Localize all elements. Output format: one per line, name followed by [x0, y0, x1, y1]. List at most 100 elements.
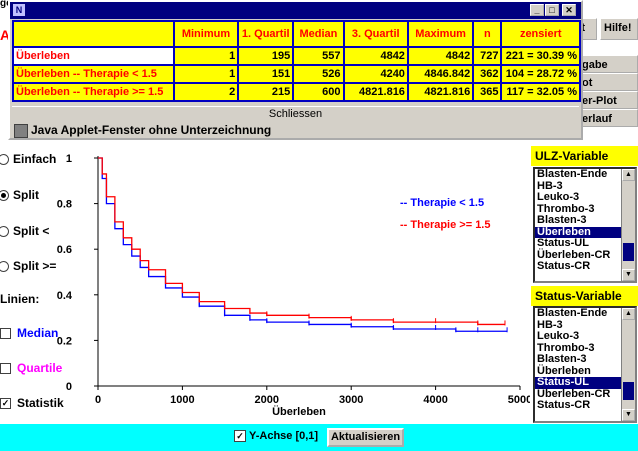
checkbox-icon[interactable]: ✓ — [234, 430, 246, 443]
ulz-variable-list[interactable]: Blasten-Ende HB-3 Leuko-3 Thrombo-3 Blasten-… — [533, 167, 637, 283]
header-minimum: Minimum — [172, 20, 240, 48]
list-item[interactable]: HB-3 — [537, 179, 563, 192]
list-item[interactable]: HB-3 — [537, 318, 563, 331]
applet-warning-bar: Java Applet-Fenster ohne Unterzeichnung — [12, 122, 579, 138]
x-tick-label: 2000 — [255, 394, 279, 406]
bottom-bar — [0, 424, 638, 451]
radio-circle-icon[interactable] — [0, 226, 9, 238]
update-button[interactable]: Aktualisieren — [327, 428, 404, 447]
y-tick-label: 0.4 — [57, 290, 73, 302]
list-item[interactable]: Überleben-CR — [537, 248, 611, 261]
list-item[interactable]: Leuko-3 — [537, 330, 580, 342]
table-cell: 1 — [172, 64, 240, 84]
scroll-down-icon[interactable]: ▼ — [622, 409, 635, 421]
table-cell: 195 — [237, 46, 295, 66]
radio-circle-icon[interactable] — [0, 190, 9, 202]
close-button[interactable]: Schliessen — [12, 106, 579, 122]
header-censored: zensiert — [500, 20, 581, 48]
table-cell: 4821.816 — [406, 82, 475, 102]
list-item[interactable]: Blasten-Ende — [537, 168, 608, 180]
scroll-up-icon[interactable]: ▲ — [622, 308, 635, 320]
list-item[interactable]: Status-UL — [535, 376, 635, 389]
list-item[interactable]: Blasten-3 — [537, 214, 587, 226]
radio-circle-icon[interactable] — [0, 261, 9, 273]
ulz-panel-title: ULZ-Variable — [531, 146, 638, 166]
list-item[interactable]: Überleben — [535, 226, 635, 238]
table-cell: 221 = 30.39 % — [500, 46, 581, 66]
lines-label: Linien: — [0, 292, 40, 306]
radio-split[interactable]: Split — [0, 188, 39, 202]
y-tick-label: 0.6 — [57, 244, 72, 256]
y-axis-label: Y-Achse [0,1] — [249, 430, 319, 442]
radio-label: Einfach — [13, 152, 57, 166]
input-button[interactable]: gabe — [578, 55, 638, 73]
list-item[interactable]: Status-CR — [537, 399, 591, 411]
x-tick-label: 5000 — [508, 394, 530, 406]
status-scrollbar[interactable]: ▲ ▼ — [621, 308, 635, 421]
header-median: Median — [292, 20, 345, 48]
table-corner — [12, 20, 175, 48]
x-tick-label: 1000 — [170, 394, 194, 406]
header-maximum: Maximum — [406, 20, 475, 48]
table-cell: 365 — [472, 82, 503, 102]
dialog-titlebar[interactable]: N _ □ ✕ — [10, 2, 581, 19]
row-label: Überleben -- Therapie < 1.5 — [12, 64, 175, 84]
list-item[interactable]: Thrombo-3 — [537, 341, 595, 354]
cluster-plot-button[interactable]: er-Plot — [578, 91, 638, 109]
list-item[interactable]: Thrombo-3 — [537, 202, 595, 215]
row-label: Überleben — [12, 46, 175, 66]
minimize-icon[interactable]: _ — [530, 4, 544, 16]
app-icon: N — [13, 4, 25, 16]
table-cell: 4846.842 — [406, 64, 475, 84]
radio-circle-icon[interactable] — [0, 154, 9, 166]
course-button[interactable]: erlauf — [578, 109, 638, 127]
close-icon[interactable]: ✕ — [562, 4, 576, 16]
scroll-up-icon[interactable]: ▲ — [622, 169, 635, 181]
table-row: Überleben -- Therapie < 1.5 1 151 526 42… — [12, 64, 581, 84]
radio-split-less[interactable]: Split < — [0, 224, 49, 238]
survival-curve-therapy-geq — [98, 157, 505, 326]
checkbox-label: Median — [17, 326, 59, 340]
list-item[interactable]: Status-UL — [537, 237, 589, 249]
checkbox-icon[interactable] — [0, 328, 11, 340]
scroll-thumb[interactable] — [623, 243, 634, 261]
plot-button[interactable]: ot — [578, 73, 638, 91]
table-cell: 215 — [237, 82, 295, 102]
header-q3: 3. Quartil — [342, 20, 409, 48]
y-tick-label: 0.2 — [57, 335, 72, 347]
y-axis-checkbox[interactable]: ✓ Y-Achse [0,1] — [234, 430, 319, 443]
list-item[interactable]: Status-CR — [537, 260, 591, 272]
checkbox-icon[interactable]: ✓ — [0, 398, 11, 410]
table-cell: 600 — [292, 82, 345, 102]
header-n: n — [472, 20, 503, 48]
ulz-scrollbar[interactable]: ▲ ▼ — [621, 169, 635, 281]
applet-warning-text: Java Applet-Fenster ohne Unterzeichnung — [31, 123, 272, 137]
table-cell: 104 = 28.72 % — [500, 64, 581, 84]
list-item[interactable]: Leuko-3 — [537, 191, 580, 203]
checkbox-statistik[interactable]: ✓ Statistik — [0, 396, 64, 410]
survival-chart: 0 1000 2000 3000 4000 5000 0 0.2 0.4 0.6 0.8 1 Überl… — [57, 153, 530, 418]
app-red-letter: A — [0, 27, 11, 43]
table-cell: 727 — [472, 46, 503, 66]
table-cell: 557 — [292, 46, 345, 66]
table-cell: 2 — [172, 82, 240, 102]
statistics-dialog: N _ □ ✕ Minimum 1. Quartil Median 3. Qua… — [8, 0, 583, 140]
list-item[interactable]: Blasten-3 — [537, 353, 587, 365]
maximize-icon[interactable]: □ — [545, 4, 559, 16]
radio-split-geq[interactable]: Split >= — [0, 259, 56, 273]
help-button[interactable]: Hilfe! — [600, 18, 638, 40]
checkbox-icon[interactable] — [0, 363, 11, 375]
checkbox-median[interactable]: Median — [0, 326, 58, 340]
status-panel-title: Status-Variable — [531, 286, 638, 306]
scroll-thumb[interactable] — [623, 382, 634, 400]
list-item[interactable]: Überleben-CR — [537, 387, 611, 400]
radio-einfach[interactable]: Einfach — [0, 152, 56, 166]
table-row: Überleben 1 195 557 4842 4842 727 221 = … — [12, 46, 581, 66]
table-cell: 4842 — [342, 46, 409, 66]
checkbox-quartile[interactable]: Quartile — [0, 361, 62, 375]
table-cell: 151 — [237, 64, 295, 84]
status-variable-list[interactable]: Blasten-Ende HB-3 Leuko-3 Thrombo-3 Blasten-… — [533, 306, 637, 423]
list-item[interactable]: Überleben — [537, 364, 591, 377]
list-item[interactable]: Blasten-Ende — [537, 307, 608, 319]
scroll-down-icon[interactable]: ▼ — [622, 269, 635, 281]
